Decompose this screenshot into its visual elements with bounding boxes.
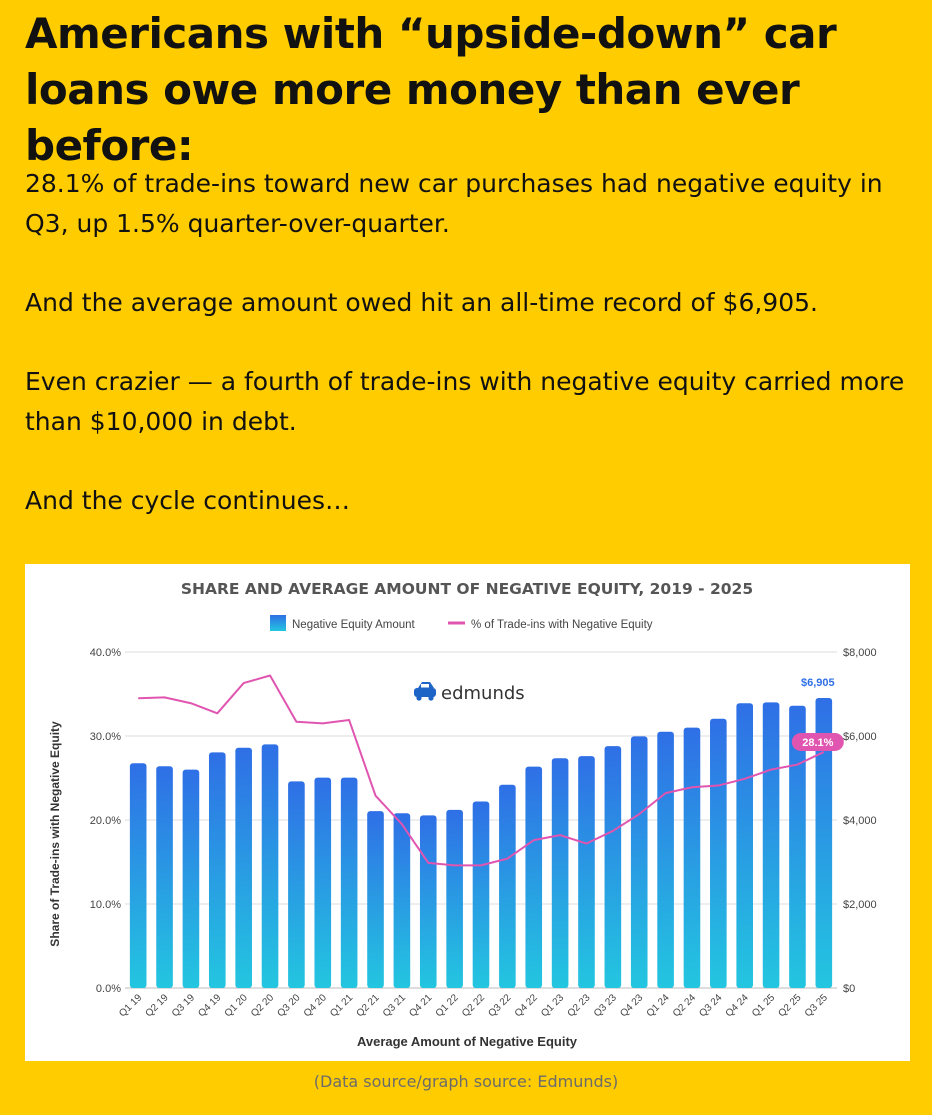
chart-title: SHARE AND AVERAGE AMOUNT OF NEGATIVE EQU… <box>181 580 753 598</box>
bar-callout-label: $6,905 <box>801 677 835 689</box>
bar-q3-23 <box>604 746 622 988</box>
bar-q2-19 <box>156 766 173 988</box>
y-right-tick-label: $6,000 <box>843 731 877 743</box>
bar-q4-24 <box>736 703 754 988</box>
x-tick-label: Q1 22 <box>434 992 461 1019</box>
bar-q1-19 <box>129 763 147 988</box>
x-tick-label: Q3 20 <box>275 992 302 1019</box>
paragraph-share: 28.1% of trade-ins toward new car purcha… <box>25 169 883 238</box>
y-right-tick-label: $0 <box>843 983 855 995</box>
legend-label-line: % of Trade-ins with Negative Equity <box>471 619 653 631</box>
bar-q1-20 <box>235 747 252 988</box>
x-tick-label: Q4 19 <box>196 992 223 1019</box>
y-axis-label: Share of Trade-ins with Negative Equity <box>48 721 62 947</box>
x-tick-label: Q4 20 <box>302 992 329 1019</box>
bar-q1-25 <box>762 702 780 988</box>
bar-q3-19 <box>182 769 200 988</box>
bar-q2-23 <box>578 756 595 988</box>
x-tick-label: Q2 20 <box>249 992 276 1019</box>
x-tick-label: Q2 24 <box>671 992 698 1019</box>
legend-label-bars: Negative Equity Amount <box>292 619 416 631</box>
paragraph-debt: Even crazier — a fourth of trade-ins wit… <box>25 367 905 436</box>
x-tick-label: Q3 24 <box>697 992 724 1019</box>
paragraph-cycle: And the cycle continues… <box>25 486 351 515</box>
source-caption: (Data source/graph source: Edmunds) <box>313 1072 619 1091</box>
x-tick-label: Q4 23 <box>618 992 645 1019</box>
logo-text: edmunds <box>441 683 525 704</box>
x-tick-label: Q2 22 <box>460 992 487 1019</box>
y-left-tick-label: 30.0% <box>90 731 121 743</box>
y-right-tick-label: $4,000 <box>843 815 877 827</box>
chart-card: SHARE AND AVERAGE AMOUNT OF NEGATIVE EQU… <box>25 564 910 1061</box>
legend: Negative Equity Amount % of Trade-ins wi… <box>270 615 653 631</box>
bar-q4-20 <box>314 777 332 988</box>
bar-q2-22 <box>472 801 490 988</box>
y-left-tick-label: 10.0% <box>90 899 121 911</box>
y-left-tick-label: 20.0% <box>90 815 121 827</box>
line-callout-label: 28.1% <box>802 737 833 749</box>
bar-q2-25 <box>789 705 806 988</box>
y-left-tick-label: 40.0% <box>90 647 121 659</box>
x-tick-label: Q2 21 <box>355 992 382 1019</box>
bar-q4-21 <box>419 815 437 988</box>
bar-q1-24 <box>657 731 674 988</box>
x-tick-label: Q4 22 <box>513 992 540 1019</box>
x-tick-label: Q3 19 <box>170 992 197 1019</box>
edmunds-logo: edmunds <box>414 682 525 704</box>
bar-q4-19 <box>208 752 226 988</box>
x-tick-label: Q1 23 <box>539 992 566 1019</box>
bar-q3-25 <box>815 697 833 988</box>
y-right-tick-label: $8,000 <box>843 647 877 659</box>
paragraph-average-owed: And the average amount owed hit an all-t… <box>25 288 818 317</box>
bar-q4-22 <box>525 766 543 988</box>
negative-equity-chart: SHARE AND AVERAGE AMOUNT OF NEGATIVE EQU… <box>48 580 877 1049</box>
bar-q3-21 <box>393 813 411 988</box>
bar-q3-20 <box>288 781 305 988</box>
x-tick-label: Q3 25 <box>803 992 830 1019</box>
bar-q1-23 <box>551 758 569 988</box>
bar-q2-20 <box>261 744 279 988</box>
bar-q3-24 <box>710 718 727 988</box>
x-tick-label: Q1 19 <box>117 992 144 1019</box>
x-tick-label: Q2 23 <box>566 992 593 1019</box>
bar-q2-24 <box>683 727 701 988</box>
bar-q2-21 <box>367 811 384 988</box>
y-left-tick-label: 0.0% <box>96 983 121 995</box>
x-tick-label: Q4 21 <box>407 992 434 1019</box>
x-axis-label: Average Amount of Negative Equity <box>357 1034 578 1049</box>
x-tick-label: Q1 24 <box>645 992 672 1019</box>
bar-q3-22 <box>499 784 516 988</box>
bar-q1-22 <box>446 809 463 988</box>
x-tick-label: Q2 25 <box>777 992 804 1019</box>
x-tick-label: Q1 21 <box>328 992 355 1019</box>
legend-swatch-bars <box>270 615 286 631</box>
bar-q4-23 <box>630 736 648 988</box>
x-tick-label: Q1 25 <box>750 992 777 1019</box>
x-tick-label: Q3 21 <box>381 992 408 1019</box>
headline: Americans with “upside-down” car loans o… <box>25 9 837 170</box>
x-tick-label: Q4 24 <box>724 992 751 1019</box>
x-tick-label: Q1 20 <box>223 992 250 1019</box>
y-right-tick-label: $2,000 <box>843 899 877 911</box>
x-tick-label: Q3 22 <box>486 992 513 1019</box>
x-tick-label: Q3 23 <box>592 992 619 1019</box>
line-callout-badge <box>791 732 844 751</box>
car-icon <box>414 682 436 701</box>
bar-q1-21 <box>340 777 358 988</box>
x-tick-label: Q2 19 <box>144 992 171 1019</box>
share-line <box>138 674 825 867</box>
